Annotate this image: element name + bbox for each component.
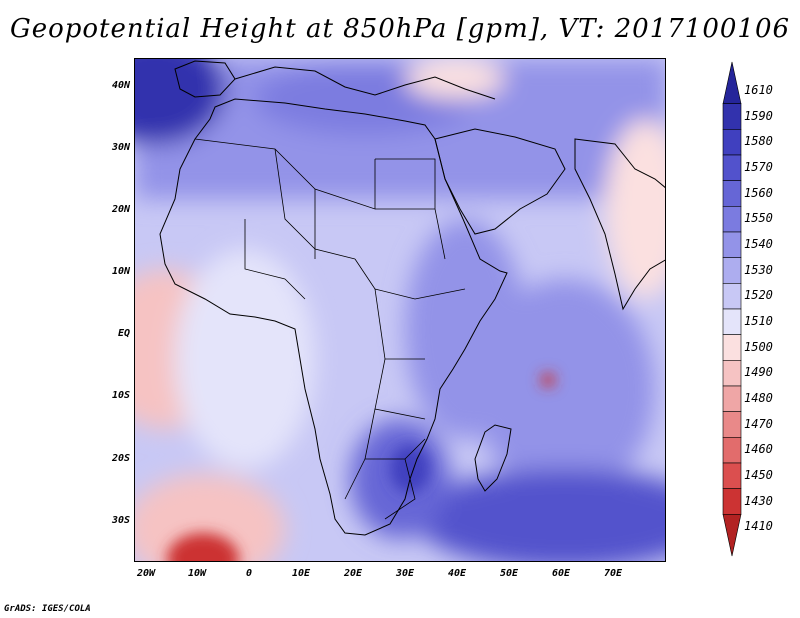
field-east-med-high (405, 59, 505, 99)
colorbar-swatch (722, 437, 742, 464)
lon-label-60e: 60E (551, 568, 571, 579)
colorbar-label: 1500 (744, 339, 773, 354)
colorbar-swatch (722, 154, 742, 181)
field-island-anomaly (541, 373, 555, 387)
colorbar-label: 1510 (744, 313, 773, 328)
field-india-high (605, 119, 665, 299)
lon-label-20w: 20W (136, 568, 156, 579)
colorbar-swatch (722, 308, 742, 335)
colorbar-label: 1610 (744, 82, 773, 97)
lat-label-40n: 40N (111, 80, 130, 91)
lon-label-0: 0 (245, 568, 253, 579)
colorbar-label: 1580 (744, 134, 773, 149)
colorbar-swatch (722, 180, 742, 207)
colorbar-label: 1550 (744, 211, 773, 226)
field-atlantic-neutral (175, 249, 315, 469)
colorbar-swatch (722, 360, 742, 387)
colorbar-swatch (722, 334, 742, 361)
colorbar-swatch (722, 283, 742, 310)
coastline-madagascar (474, 424, 512, 492)
field-mozambique-low (390, 445, 430, 493)
colorbar-swatch (722, 129, 742, 156)
colorbar-swatch (722, 231, 742, 258)
lon-label-50e: 50E (499, 568, 519, 579)
colorbar-label: 1470 (744, 416, 773, 431)
lon-label-40e: 40E (447, 568, 467, 579)
lon-label-30e: 30E (395, 568, 415, 579)
lat-label-10n: 10N (111, 266, 130, 277)
colorbar-label: 1570 (744, 159, 773, 174)
colorbar-label: 1520 (744, 288, 773, 303)
colorbar-label: 1430 (744, 493, 773, 508)
colorbar (722, 61, 742, 557)
colorbar-label: 1460 (744, 442, 773, 457)
colorbar-label: 1560 (744, 185, 773, 200)
field-south-atlantic-high (135, 474, 285, 561)
lon-label-10w: 10W (187, 568, 207, 579)
colorbar-swatch (722, 103, 742, 130)
coastline-arabia (434, 128, 566, 235)
lat-label-20n: 20N (111, 204, 130, 215)
field-indian-south (415, 469, 665, 561)
lat-label-10s: 10S (111, 390, 130, 401)
coastline-europe (234, 66, 496, 100)
coastline-iberia (174, 60, 236, 98)
lat-label-30s: 30S (111, 515, 130, 526)
field-indian-ocean (475, 279, 655, 499)
colorbar-swatch (722, 206, 742, 233)
colorbar-label: 1480 (744, 390, 773, 405)
border-lines (194, 138, 466, 520)
lon-label-20e: 20E (343, 568, 363, 579)
colorbar-swatch (722, 257, 742, 284)
colorbar-swatch (722, 411, 742, 438)
chart-title: Geopotential Height at 850hPa [gpm], VT:… (9, 14, 791, 44)
colorbar-label: 1540 (744, 236, 773, 251)
colorbar-swatch (722, 462, 742, 489)
colorbar-label: 1410 (744, 519, 773, 534)
colorbar-label: 1590 (744, 108, 773, 123)
coastline-india (574, 138, 665, 311)
colorbar-label: 1490 (744, 365, 773, 380)
colorbar-label: 1530 (744, 262, 773, 277)
lat-label-30n: 30N (111, 142, 130, 153)
lon-label-10e: 10E (291, 568, 311, 579)
field-nw-low (135, 59, 225, 144)
field-sw-high-core (167, 533, 239, 561)
colorbar-swatch (722, 488, 742, 515)
colorbar-cap-top (722, 61, 742, 104)
grads-credit: GrADS: IGES/COLA (4, 604, 91, 614)
lat-label-20s: 20S (111, 453, 130, 464)
map-plot-area (134, 58, 666, 562)
colorbar-cap-bottom (722, 514, 742, 557)
colorbar-label: 1450 (744, 467, 773, 482)
colorbar-swatch (722, 385, 742, 412)
lon-label-70e: 70E (603, 568, 623, 579)
lat-label-eq: EQ (117, 328, 130, 339)
